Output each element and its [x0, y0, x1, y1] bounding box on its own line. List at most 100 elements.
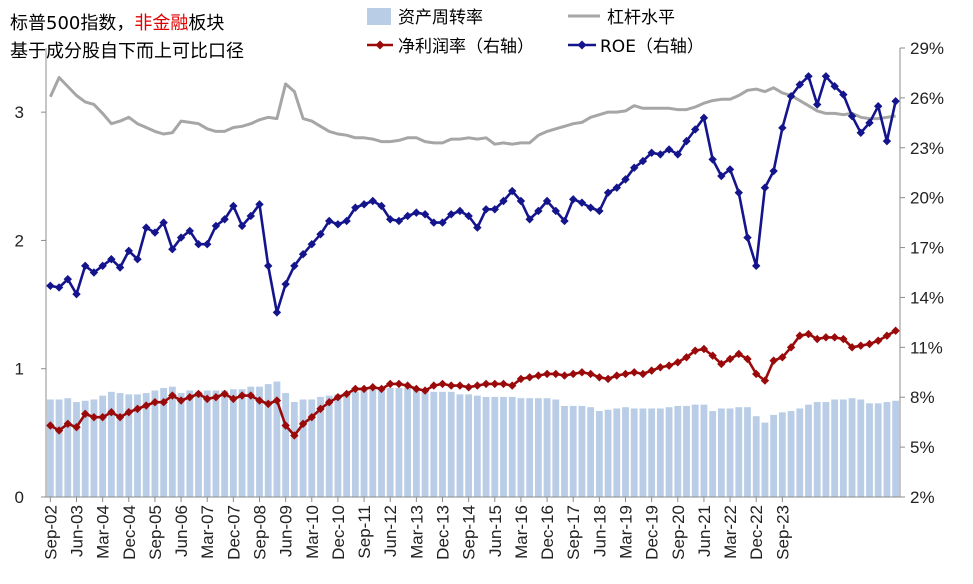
bar	[81, 400, 89, 497]
roe-point	[508, 186, 517, 196]
bar	[160, 387, 168, 497]
net-margin-point	[107, 407, 116, 417]
x-tick-label: Mar-16	[512, 505, 531, 559]
bar	[177, 393, 185, 497]
bar	[805, 404, 812, 497]
x-tick-label: Mar-10	[303, 505, 322, 559]
roe-point	[847, 111, 857, 121]
roe-point	[760, 183, 770, 192]
bar	[561, 405, 568, 497]
net-margin-point	[638, 369, 648, 379]
roe-point	[438, 218, 447, 227]
x-tick-label: Jun-12	[381, 505, 400, 557]
bar	[290, 402, 298, 497]
roe-point	[786, 92, 796, 101]
net-margin-point	[394, 379, 404, 389]
x-tick-label: Mar-22	[721, 505, 740, 559]
roe-point	[743, 233, 752, 242]
net-margin-point	[664, 361, 674, 370]
left-tick-label: 0	[15, 488, 24, 507]
x-tick-label: Mar-04	[94, 505, 113, 559]
roe-point	[316, 230, 325, 239]
net-margin-point	[786, 343, 796, 352]
net-margin-point	[403, 381, 412, 390]
bar	[874, 403, 882, 497]
x-tick-label: Jun-06	[172, 505, 191, 557]
roe-point	[691, 125, 700, 134]
roe-point	[342, 216, 351, 226]
roe-point	[81, 261, 90, 271]
roe-point	[717, 171, 726, 181]
bar	[500, 396, 507, 497]
bar	[264, 384, 272, 497]
bar	[273, 381, 281, 497]
bar	[665, 407, 673, 497]
net-margin-point	[176, 396, 186, 405]
bar	[404, 387, 412, 497]
bar	[212, 390, 220, 497]
bar	[64, 398, 72, 497]
bar	[421, 390, 429, 497]
net-margin-point	[185, 393, 194, 402]
x-tick-label: Sep-05	[146, 505, 165, 560]
x-tick-label: Dec-10	[329, 505, 348, 560]
net-margin-point	[647, 366, 656, 375]
net-margin-point	[46, 421, 55, 430]
net-margin-point	[229, 394, 238, 404]
net-margin-point	[516, 374, 526, 384]
bar	[656, 408, 664, 497]
roe-point	[168, 245, 177, 254]
chart-title-line2: 基于成分股自下而上可比口径	[10, 41, 244, 62]
right-tick-label: 2%	[910, 488, 935, 507]
bar	[482, 396, 490, 497]
net-margin-point	[438, 379, 447, 389]
bar	[55, 399, 63, 497]
x-tick-label: Sep-02	[41, 505, 60, 560]
x-tick-label: Jun-18	[590, 505, 609, 557]
net-margin-point	[237, 391, 247, 400]
roe-point	[699, 113, 709, 123]
bar	[744, 407, 751, 497]
net-margin-point	[386, 379, 395, 389]
net-margin-point	[542, 369, 552, 379]
bar	[386, 387, 394, 497]
x-tick-label: Jun-21	[695, 505, 714, 557]
bar	[334, 394, 342, 497]
net-margin-point	[595, 373, 604, 382]
bar	[752, 416, 760, 497]
net-margin-point	[98, 412, 107, 422]
bar	[412, 389, 420, 497]
bar	[395, 387, 403, 497]
net-margin-point	[839, 334, 848, 344]
roe-point	[725, 165, 735, 174]
roe-point	[211, 221, 221, 231]
roe-point	[769, 166, 778, 176]
bar	[578, 405, 586, 497]
net-margin-point	[830, 333, 839, 342]
bar	[770, 414, 778, 497]
bar	[717, 408, 725, 497]
chart-title-line1: 标普500指数，非金融板块	[10, 12, 224, 36]
roe-point	[429, 218, 438, 227]
net-margin-point	[272, 396, 282, 405]
roe-point	[464, 211, 473, 221]
bar	[543, 398, 551, 497]
right-tick-label: 11%	[910, 338, 943, 357]
net-margin-point	[115, 412, 125, 422]
x-tick-label: Sep-14	[460, 505, 479, 560]
bar	[360, 389, 368, 497]
bar	[552, 399, 560, 497]
roe-point	[176, 233, 186, 242]
x-tick-label: Mar-13	[407, 505, 426, 559]
series-line-net-margin	[49, 329, 897, 437]
bar	[569, 405, 577, 497]
bar	[203, 390, 211, 497]
net-margin-point	[856, 341, 865, 350]
roe-point	[586, 203, 595, 212]
bar	[299, 399, 307, 497]
roe-point	[708, 155, 717, 164]
net-margin-point	[281, 421, 290, 430]
roe-point	[290, 261, 299, 271]
